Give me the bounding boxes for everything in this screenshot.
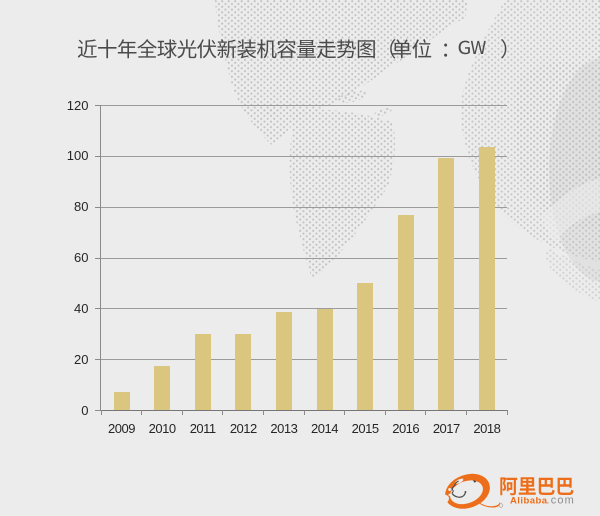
svg-text:.com: .com	[547, 495, 575, 507]
svg-text:Alibaba: Alibaba	[510, 496, 548, 507]
